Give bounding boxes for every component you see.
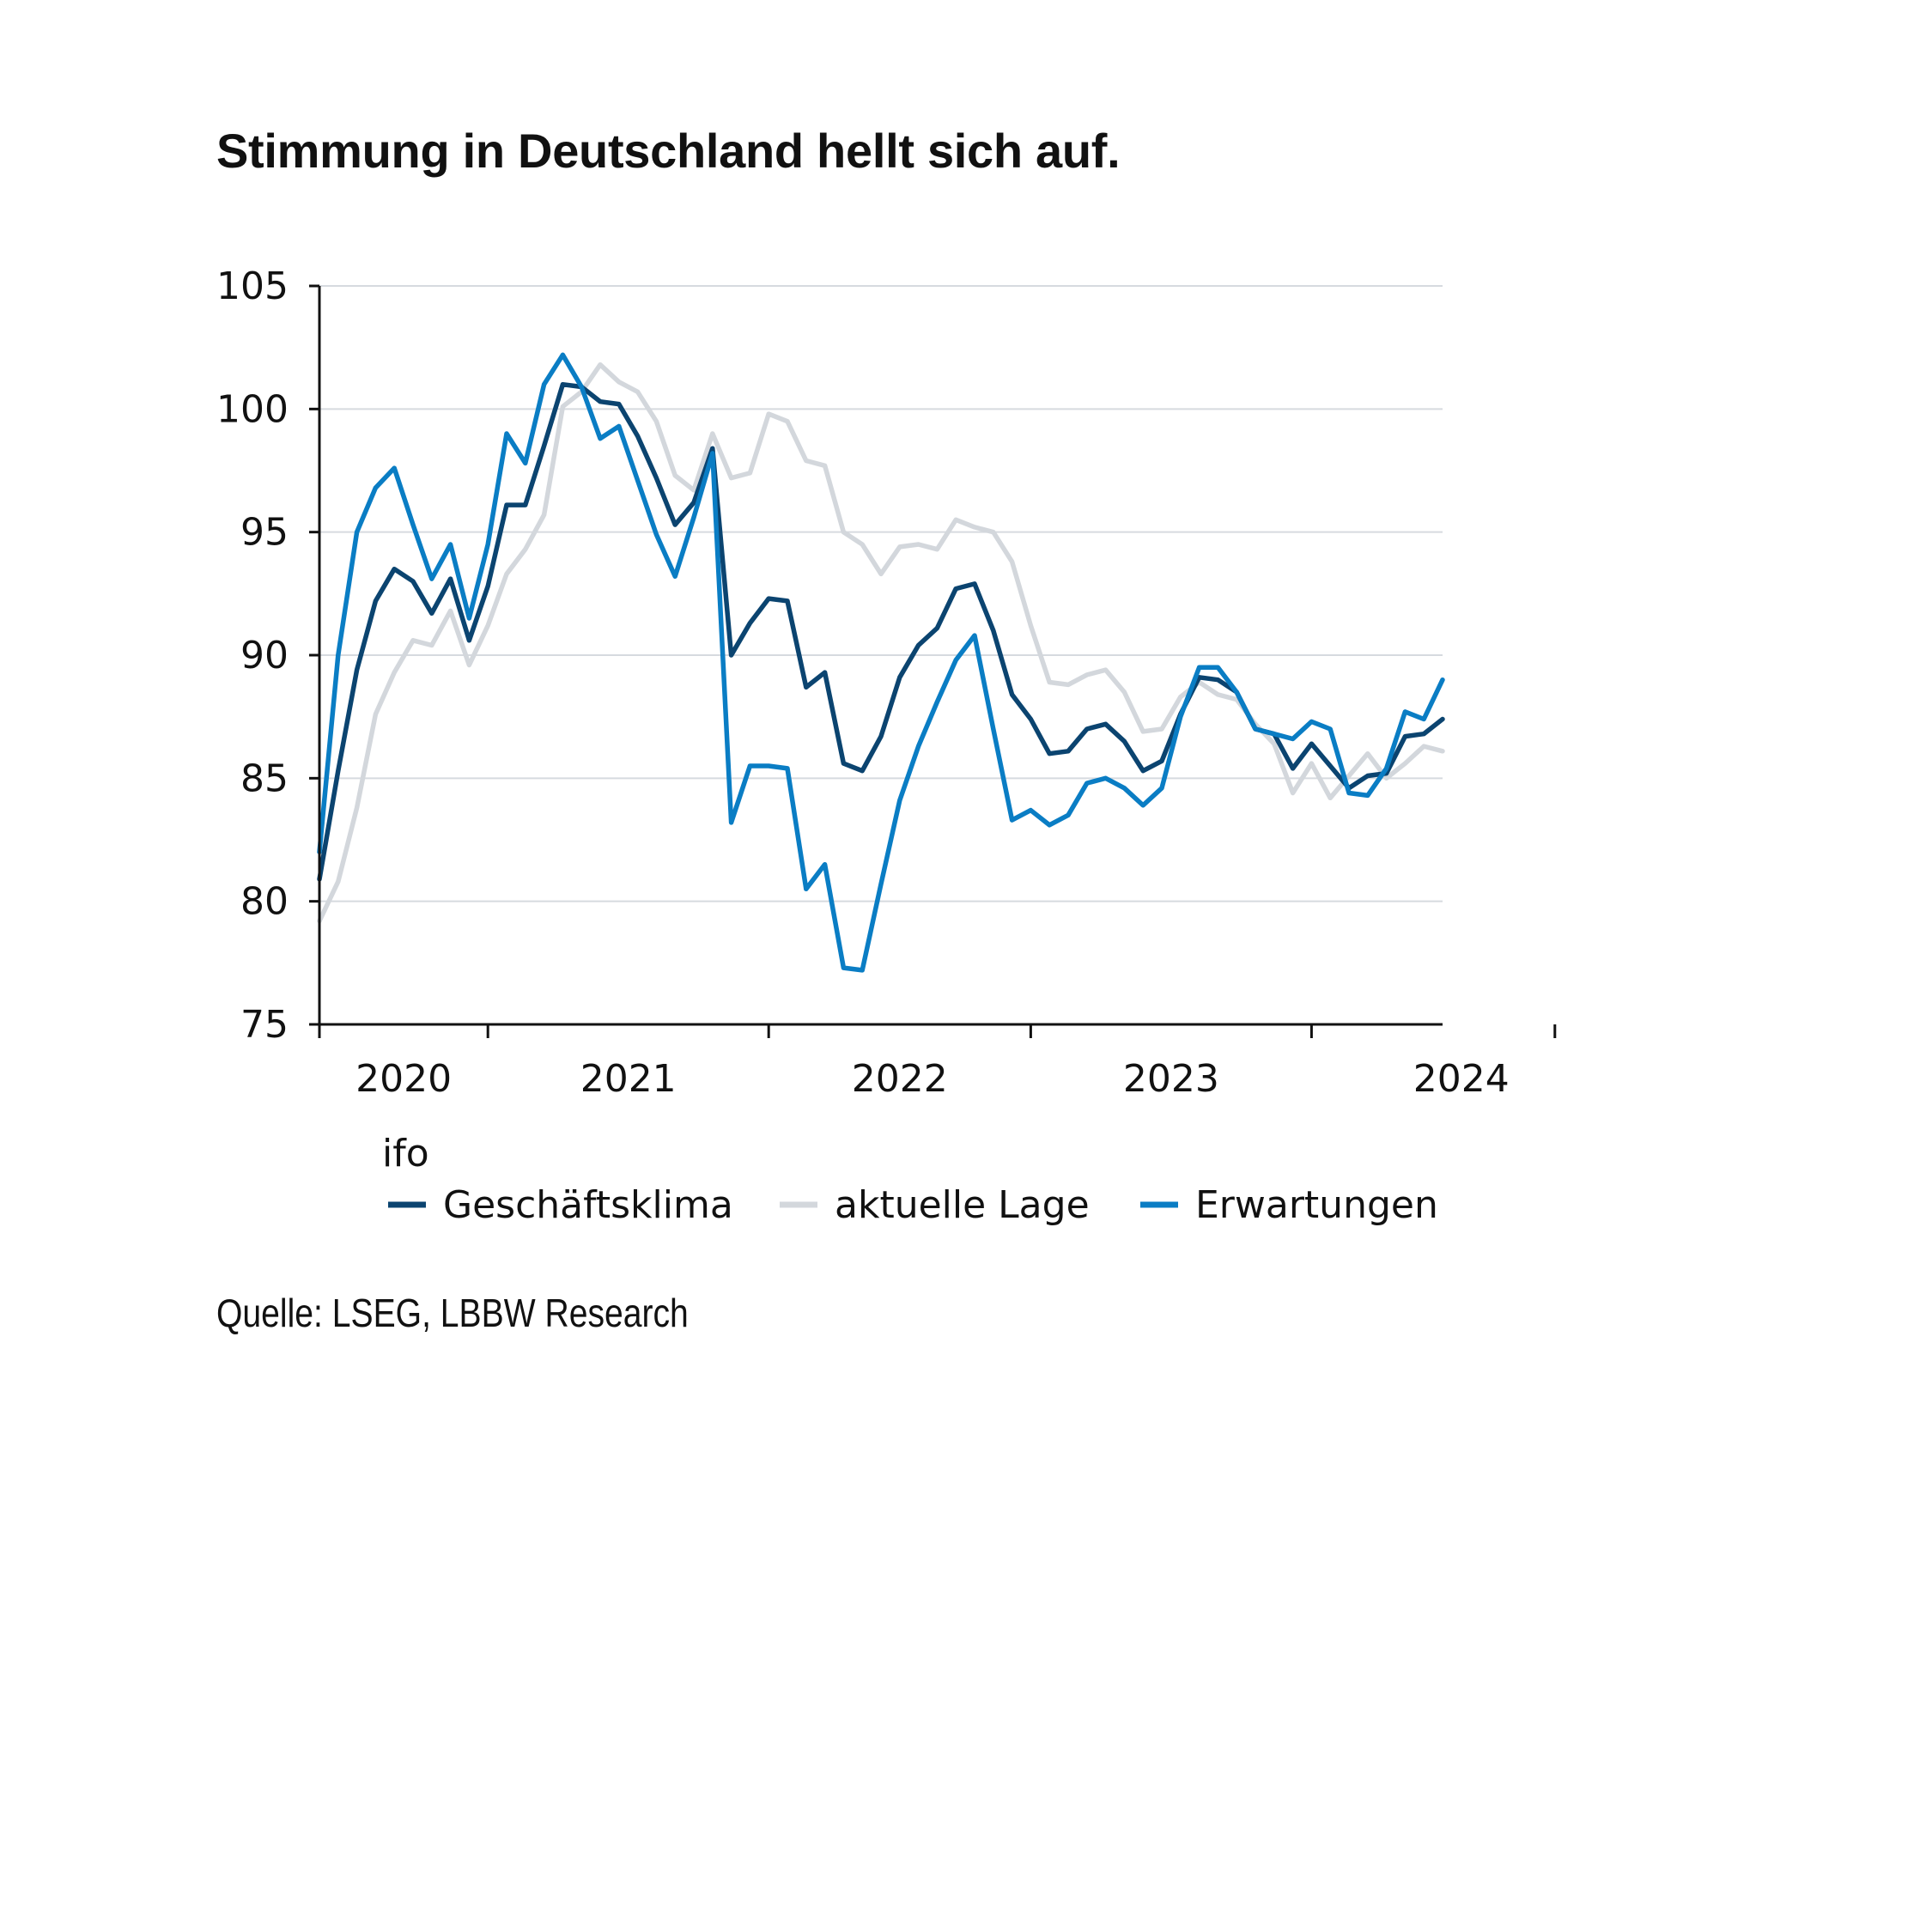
y-axis-ticks: 75 80 85 90 95 100 105	[216, 264, 319, 1047]
x-tick-label-2020: 2020	[355, 1057, 452, 1101]
x-tick-label-2023: 2023	[1123, 1057, 1219, 1101]
y-tick-label-105: 105	[216, 264, 289, 308]
legend-label-0: Geschäftsklima	[443, 1183, 733, 1227]
x-tick-label-2024: 2024	[1413, 1057, 1510, 1101]
y-tick-label-80: 80	[240, 880, 289, 924]
legend-label-1: aktuelle Lage	[835, 1183, 1090, 1227]
series-line-1	[317, 361, 1445, 924]
grid-lines	[319, 285, 1443, 902]
y-tick-label-90: 90	[240, 634, 289, 677]
legend-title: ifo	[382, 1132, 429, 1176]
chart-title: Stimmung in Deutschland hellt sich auf.	[216, 124, 1121, 178]
y-tick-label-95: 95	[240, 511, 289, 555]
y-tick-label-85: 85	[240, 756, 289, 800]
series-line-0	[317, 381, 1445, 882]
series-lines	[317, 352, 1445, 973]
x-tick-label-2021: 2021	[580, 1057, 677, 1101]
source-note: Quelle: LSEG, LBBW Research	[216, 1291, 689, 1335]
legend-label-2: Erwartungen	[1195, 1183, 1438, 1227]
x-tick-label-2022: 2022	[852, 1057, 948, 1101]
y-tick-label-75: 75	[240, 1003, 289, 1047]
series-line-2	[317, 352, 1445, 973]
legend: ifo Geschäftsklima aktuelle Lage Erwartung…	[382, 1132, 1438, 1227]
y-tick-label-100: 100	[216, 387, 289, 431]
x-axis-ticks: 2020 2021 2022 2023 2024	[318, 1024, 1557, 1101]
